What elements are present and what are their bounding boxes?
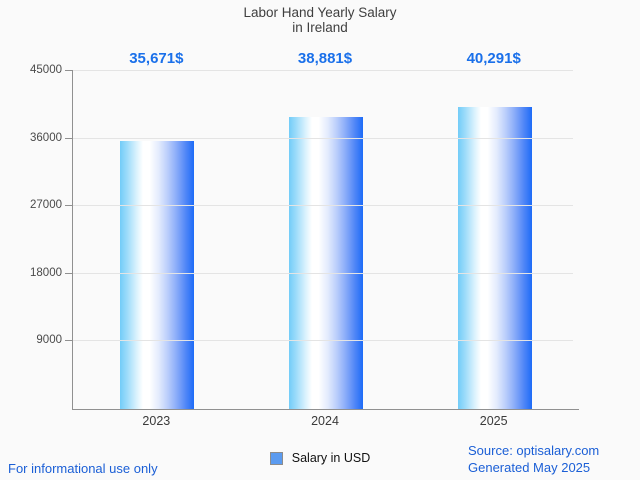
x-axis-tick-label: 2025: [479, 414, 508, 428]
source-text: Source: optisalary.com: [468, 443, 600, 458]
bar-column: [242, 70, 411, 409]
bar-value-label: 40,291$: [466, 50, 521, 67]
chart-title-line1: Labor Hand Yearly Salary: [243, 5, 397, 20]
gridline: [73, 137, 573, 139]
bar-value-label: 35,671$: [129, 50, 184, 67]
y-axis-tick-label: 27000: [30, 199, 62, 211]
y-axis-tick: [65, 137, 73, 139]
y-axis-tick-label: 36000: [30, 131, 62, 144]
disclaimer-text: For informational use only: [8, 461, 158, 476]
gridline: [73, 340, 573, 341]
bar-value-label: 38,881$: [297, 50, 353, 67]
y-axis-tick: [65, 70, 73, 71]
y-axis-tick-label: 18000: [30, 266, 62, 279]
x-axis-labels: 2023 2024 2025: [72, 414, 578, 428]
chart-title-line2: in Ireland: [292, 20, 348, 35]
x-axis-tick-label: 2024: [311, 414, 339, 428]
bar-2023: [120, 141, 195, 409]
gridline: [73, 70, 573, 71]
y-axis-tick-label: 9000: [36, 334, 62, 346]
source-block: Source: optisalary.com Generated May 202…: [468, 443, 599, 476]
bars-container: [73, 70, 579, 409]
bar-2025: [457, 106, 532, 409]
legend: Salary in USD: [0, 451, 640, 465]
gridline: [73, 272, 573, 274]
plot-area: [65, 70, 579, 410]
legend-marker-icon: [269, 451, 283, 465]
generated-text: Generated May 2025: [468, 459, 591, 475]
bar-column: [410, 70, 579, 409]
value-labels-row: 35,671$ 38,881$ 40,291$: [72, 50, 578, 70]
y-axis-tick: [65, 205, 73, 206]
y-axis-tick-label: 45000: [30, 64, 62, 76]
bar-2024: [289, 117, 363, 409]
bar-column: [73, 70, 242, 409]
chart-title: Labor Hand Yearly Salary in Ireland: [0, 5, 640, 35]
legend-label: Salary in USD: [291, 451, 371, 465]
y-axis-tick: [65, 340, 73, 341]
x-axis-tick-label: 2023: [142, 414, 171, 428]
gridline: [73, 205, 573, 206]
y-axis-tick: [65, 272, 73, 274]
